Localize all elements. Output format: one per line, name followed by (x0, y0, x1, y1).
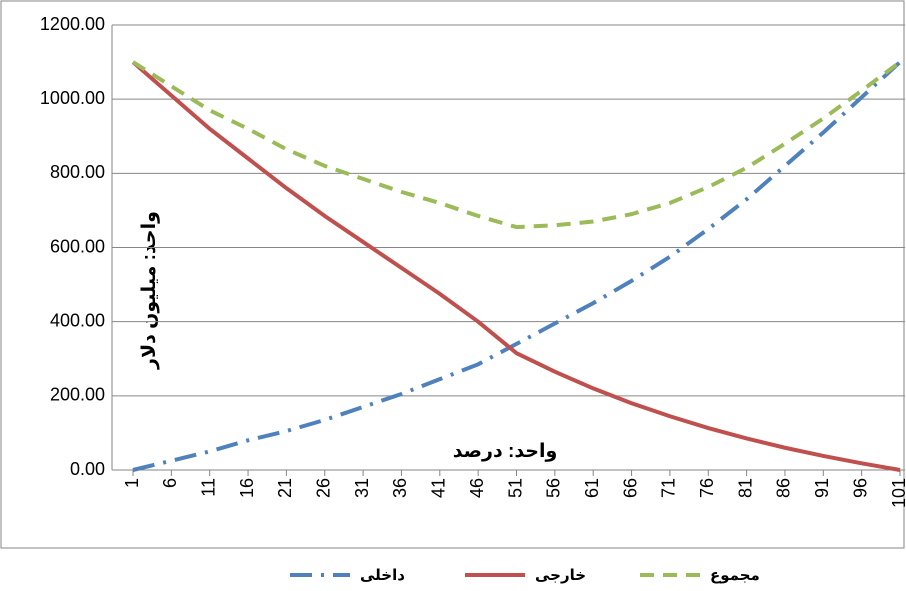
series-line (132, 60, 902, 472)
x-tick-label: 16 (237, 478, 257, 498)
y-tick-label: 800.00 (50, 162, 105, 182)
y-tick-label: 200.00 (50, 385, 105, 405)
x-tick-label: 101 (889, 478, 906, 508)
x-tick-label: 66 (620, 478, 640, 498)
x-tick-label: 26 (314, 478, 334, 498)
x-tick-label: 81 (735, 478, 755, 498)
x-tick-label: 1 (122, 478, 142, 488)
x-tick-label: 76 (697, 478, 717, 498)
legend-label: خارجی (535, 567, 586, 584)
x-tick-label: 91 (812, 478, 832, 498)
x-tick-label: 56 (544, 478, 564, 498)
x-tick-label: 46 (467, 478, 487, 498)
legend-label: مجموع (710, 567, 760, 584)
x-tick-label: 21 (275, 478, 295, 498)
x-tick-label: 31 (352, 478, 372, 498)
legend-label: داخلی (360, 567, 405, 584)
series-line (131, 60, 902, 230)
x-tick-label: 86 (774, 478, 794, 498)
x-tick-label: 61 (582, 478, 602, 498)
y-tick-label: 1200.00 (40, 14, 105, 34)
series-line (131, 60, 901, 472)
y-axis-label: واحد: میلیون دلار (139, 211, 160, 370)
x-tick-label: 11 (198, 478, 218, 497)
y-tick-label: 0.00 (70, 459, 105, 479)
x-tick-label: 96 (850, 478, 870, 498)
y-tick-label: 600.00 (50, 236, 105, 256)
x-tick-label: 36 (390, 478, 410, 498)
y-tick-label: 400.00 (50, 310, 105, 330)
chart-frame (0, 0, 905, 549)
y-tick-label: 1000.00 (40, 88, 105, 108)
x-tick-label: 51 (505, 478, 525, 498)
x-tick-label: 41 (429, 478, 449, 498)
annotation: واحد: درصد (453, 441, 558, 462)
x-tick-label: 71 (659, 478, 679, 498)
x-tick-label: 6 (160, 478, 180, 488)
